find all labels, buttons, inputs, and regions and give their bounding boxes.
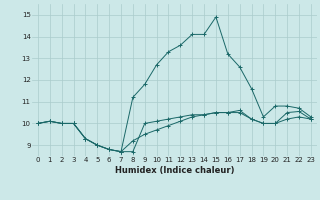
- X-axis label: Humidex (Indice chaleur): Humidex (Indice chaleur): [115, 166, 234, 175]
